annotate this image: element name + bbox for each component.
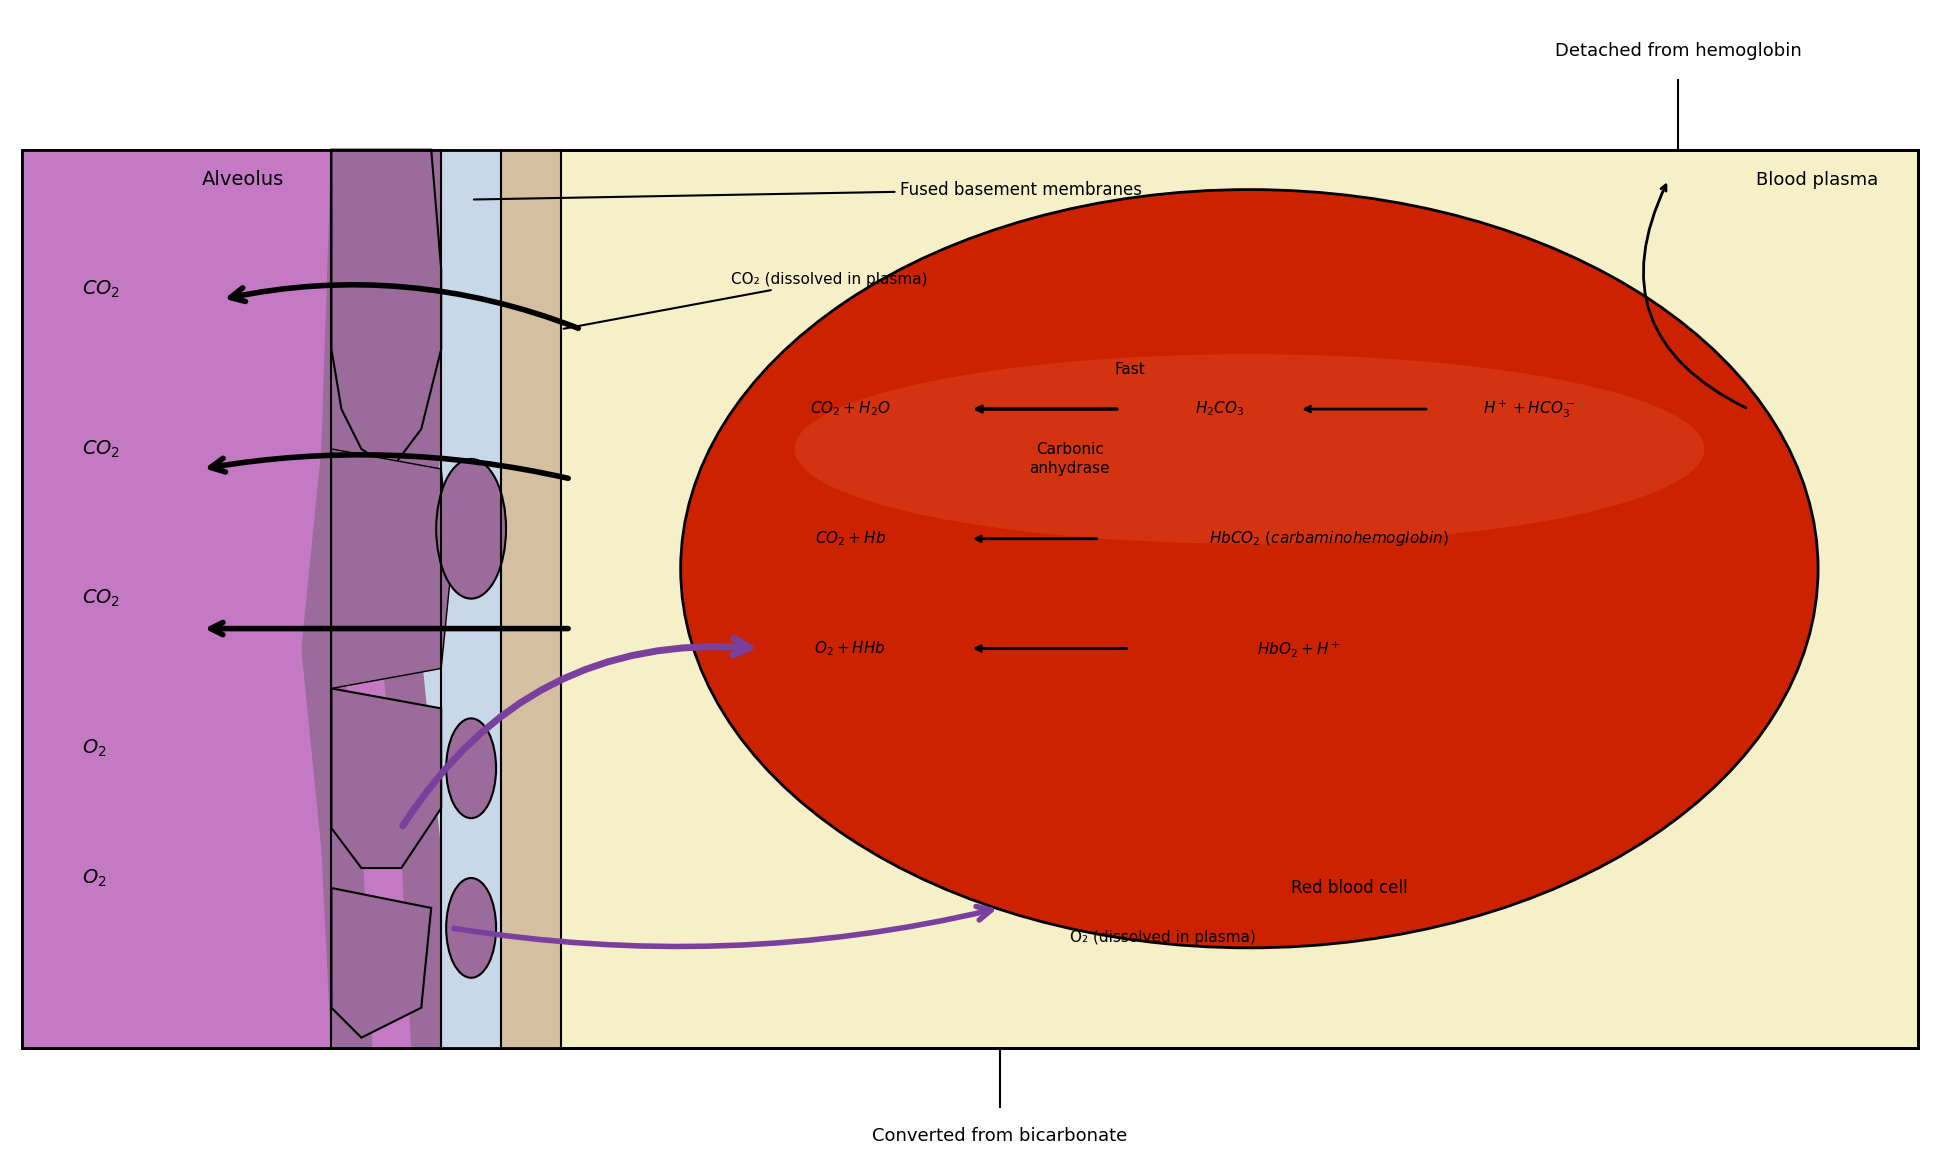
Text: Carbonic
anhydrase: Carbonic anhydrase <box>1030 442 1109 476</box>
Ellipse shape <box>436 459 506 599</box>
Text: Fused basement membranes: Fused basement membranes <box>473 181 1142 199</box>
Text: Red blood cell: Red blood cell <box>1289 879 1406 897</box>
Text: $O_2$: $O_2$ <box>81 867 107 889</box>
Polygon shape <box>332 448 452 689</box>
Text: $CO_2$: $CO_2$ <box>81 588 120 610</box>
Text: Fast: Fast <box>1113 361 1144 377</box>
Text: $O_2$: $O_2$ <box>81 737 107 759</box>
Polygon shape <box>332 689 440 868</box>
FancyBboxPatch shape <box>21 150 551 1048</box>
Text: CO₂ (dissolved in plasma): CO₂ (dissolved in plasma) <box>564 271 927 329</box>
Polygon shape <box>332 150 440 469</box>
Text: $CO_2$: $CO_2$ <box>81 438 120 460</box>
FancyBboxPatch shape <box>21 150 1918 1048</box>
Polygon shape <box>440 150 500 1048</box>
Text: $HbO_2 + H^+$: $HbO_2 + H^+$ <box>1256 638 1340 659</box>
Polygon shape <box>332 888 430 1037</box>
Text: $CO_2 + Hb$: $CO_2 + Hb$ <box>814 529 886 549</box>
Ellipse shape <box>446 719 496 818</box>
Text: Alveolus: Alveolus <box>202 170 283 189</box>
Text: $CO_2$: $CO_2$ <box>81 278 120 300</box>
Text: $CO_2 + H_2O$: $CO_2 + H_2O$ <box>809 400 890 419</box>
Text: Blood plasma: Blood plasma <box>1755 170 1877 189</box>
Ellipse shape <box>793 354 1704 544</box>
Text: $H^+ + HCO_3^-$: $H^+ + HCO_3^-$ <box>1481 398 1574 420</box>
Polygon shape <box>21 150 522 1048</box>
Polygon shape <box>500 150 560 1048</box>
Text: O₂ (dissolved in plasma): O₂ (dissolved in plasma) <box>1068 930 1255 945</box>
Text: Converted from bicarbonate: Converted from bicarbonate <box>873 1127 1127 1145</box>
Text: $HbCO_2\ (carbaminohemoglobin)$: $HbCO_2\ (carbaminohemoglobin)$ <box>1208 529 1448 549</box>
Text: Detached from hemoglobin: Detached from hemoglobin <box>1555 41 1801 60</box>
Ellipse shape <box>446 877 496 978</box>
Text: $H_2CO_3$: $H_2CO_3$ <box>1194 400 1243 419</box>
Text: $O_2 + HHb$: $O_2 + HHb$ <box>814 639 886 658</box>
Ellipse shape <box>681 190 1817 948</box>
